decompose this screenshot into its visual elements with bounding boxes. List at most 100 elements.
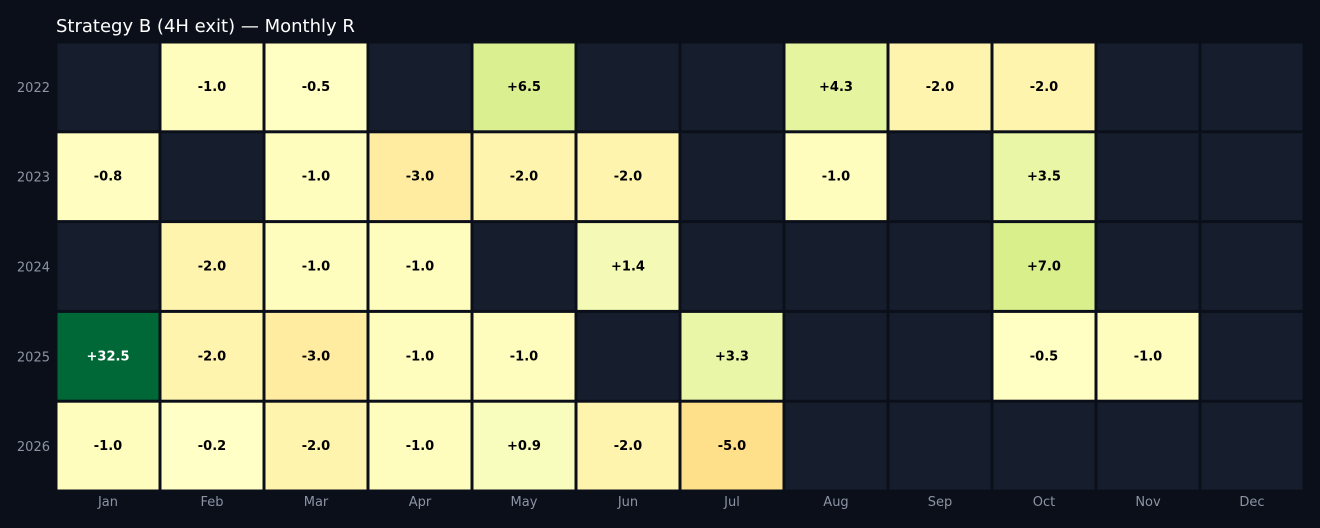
heatmap-cell [369, 223, 471, 310]
x-tick-label: Aug [823, 495, 848, 510]
y-axis-year-labels: 2022 2023 2024 2025 2026 [17, 81, 50, 455]
heatmap-cell [57, 133, 159, 221]
y-tick-label: 2024 [17, 261, 50, 276]
heatmap-cell-value: -5.0 [718, 439, 746, 454]
heatmap-cell-value: -2.0 [198, 260, 226, 275]
heatmap-cell-value: -1.0 [198, 80, 226, 95]
heatmap-cell [993, 312, 1095, 400]
heatmap-cell [681, 223, 783, 310]
heatmap-cell [57, 223, 159, 310]
heatmap-cell-value: -1.0 [510, 349, 538, 364]
heatmap-cell [993, 133, 1095, 221]
heatmap-cell-value: -1.0 [406, 260, 434, 275]
heatmap-cell [785, 133, 887, 221]
y-tick-label: 2026 [17, 440, 50, 455]
y-tick-label: 2022 [17, 81, 50, 96]
x-tick-label: Jan [97, 495, 118, 510]
heatmap-cell [473, 402, 575, 490]
heatmap-cell [785, 43, 887, 131]
heatmap-cell [993, 43, 1095, 131]
heatmap-cell-value: -2.0 [1030, 80, 1058, 95]
heatmap-cell [265, 223, 367, 310]
heatmap-cell-value: -1.0 [302, 170, 330, 185]
heatmap-cell-value: +0.9 [507, 439, 541, 454]
heatmap-cell-value: -2.0 [302, 439, 330, 454]
heatmap-cell [889, 223, 991, 310]
heatmap-cell [161, 133, 263, 221]
heatmap-cell [577, 43, 679, 131]
heatmap-cell [1201, 402, 1303, 490]
heatmap-cell [681, 43, 783, 131]
heatmap-cell [369, 312, 471, 400]
heatmap-cell-value: +6.5 [507, 80, 541, 95]
heatmap-cell [681, 312, 783, 400]
x-tick-label: Mar [304, 495, 329, 510]
heatmap-cell-value: -3.0 [302, 349, 330, 364]
heatmap-cell [473, 133, 575, 221]
heatmap-cell [1201, 223, 1303, 310]
heatmap-cell [369, 43, 471, 131]
heatmap-cell-value: -2.0 [198, 349, 226, 364]
heatmap-cell [1097, 402, 1199, 490]
heatmap-cell [1097, 223, 1199, 310]
heatmap-cell [889, 43, 991, 131]
heatmap-cell [57, 312, 159, 400]
heatmap-cell [1201, 133, 1303, 221]
heatmap-cell-value: -1.0 [302, 260, 330, 275]
x-tick-label: Feb [200, 495, 223, 510]
heatmap-cell-value: +4.3 [819, 80, 853, 95]
x-tick-label: Oct [1033, 495, 1055, 510]
heatmap-cell [161, 43, 263, 131]
x-tick-label: Jul [723, 495, 740, 510]
heatmap-cell-value: -2.0 [510, 170, 538, 185]
x-tick-label: Nov [1135, 495, 1161, 510]
heatmap-cell-value: -0.5 [302, 80, 330, 95]
heatmap-cell [993, 402, 1095, 490]
y-tick-label: 2025 [17, 350, 50, 365]
heatmap-cell [577, 312, 679, 400]
heatmap-cell [161, 223, 263, 310]
heatmap-cell [577, 402, 679, 490]
heatmap-cell-value: -2.0 [614, 170, 642, 185]
heatmap-cell [785, 402, 887, 490]
heatmap-cell [473, 223, 575, 310]
heatmap-cell [993, 223, 1095, 310]
heatmap-cell-value: -2.0 [926, 80, 954, 95]
heatmap-cell-value: +1.4 [611, 260, 645, 275]
heatmap-cell-value: +32.5 [87, 349, 130, 364]
heatmap-cell [889, 133, 991, 221]
heatmap-cell-value: -1.0 [94, 439, 122, 454]
x-tick-label: Apr [409, 495, 432, 510]
heatmap-cell [57, 402, 159, 490]
heatmap-cell [1097, 133, 1199, 221]
heatmap-cell [1097, 312, 1199, 400]
heatmap-cell-value: -0.2 [198, 439, 226, 454]
heatmap-cell-value: -3.0 [406, 170, 434, 185]
heatmap-cell [265, 402, 367, 490]
heatmap-cell [161, 402, 263, 490]
heatmap-cell [473, 43, 575, 131]
heatmap-cell [681, 402, 783, 490]
heatmap-cell [577, 133, 679, 221]
heatmap-cell [369, 133, 471, 221]
x-tick-label: Sep [928, 495, 953, 510]
heatmap-cell [785, 223, 887, 310]
y-tick-label: 2023 [17, 171, 50, 186]
heatmap-cell-value: -0.5 [1030, 349, 1058, 364]
heatmap-cell-value: -2.0 [614, 439, 642, 454]
heatmap-cell [1201, 312, 1303, 400]
x-axis-month-labels: Jan Feb Mar Apr May Jun Jul Aug Sep Oct Nov Dec [97, 495, 1265, 510]
x-tick-label: Dec [1239, 495, 1264, 510]
heatmap-cells: -1.0 -0.5 +6.5 +4.3 -2.0 -2.0 -0.8 -1.0 -3.0 -2.0… [57, 43, 1303, 490]
heatmap-cell [785, 312, 887, 400]
heatmap-cell [57, 43, 159, 131]
heatmap-cell [265, 133, 367, 221]
heatmap-cell [473, 312, 575, 400]
heatmap-cell-value: -1.0 [1134, 349, 1162, 364]
heatmap-cell [889, 312, 991, 400]
heatmap-cell-value: -0.8 [94, 170, 122, 185]
chart-title: Strategy B (4H exit) — Monthly R [56, 16, 355, 37]
x-tick-label: May [511, 495, 538, 510]
heatmap-cell-value: +7.0 [1027, 260, 1061, 275]
